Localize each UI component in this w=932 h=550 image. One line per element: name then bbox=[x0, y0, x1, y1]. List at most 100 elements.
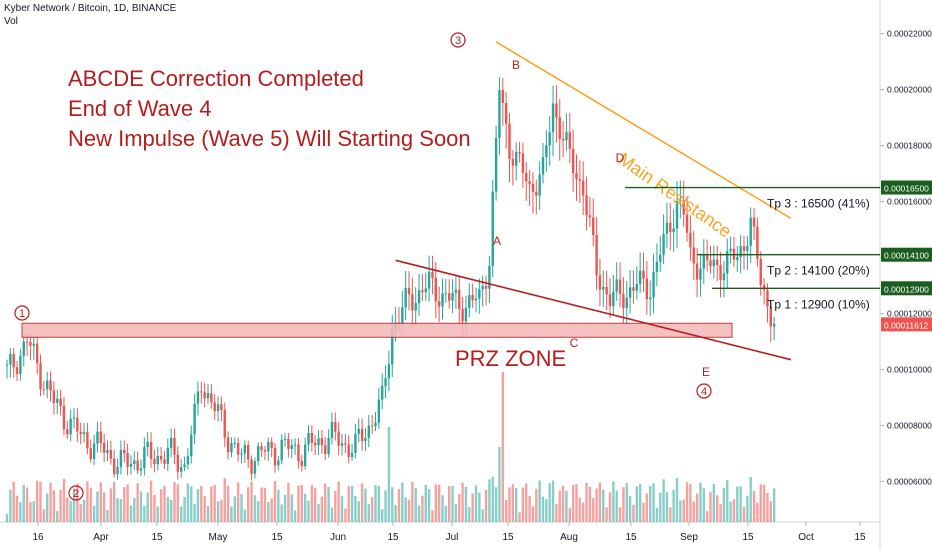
candle-body bbox=[645, 278, 649, 300]
candle-body bbox=[749, 217, 752, 246]
candle-body bbox=[689, 232, 692, 248]
volume-bar bbox=[92, 505, 96, 522]
candle-body bbox=[156, 455, 159, 465]
volume-bar bbox=[253, 495, 257, 522]
candle-body bbox=[417, 290, 421, 304]
volume-bar bbox=[756, 502, 759, 522]
volume-bar bbox=[72, 488, 76, 522]
point-label-B: B bbox=[512, 58, 520, 72]
candle-body bbox=[628, 287, 632, 298]
volume-bar bbox=[749, 477, 752, 522]
candle-body bbox=[303, 444, 307, 467]
volume-bar bbox=[608, 492, 612, 522]
volume-bar bbox=[538, 480, 541, 522]
main-resistance-label: Main Resistance bbox=[615, 149, 735, 242]
candle-body bbox=[712, 259, 716, 267]
volume-bar bbox=[722, 487, 726, 522]
candle-body bbox=[42, 389, 46, 391]
volume-bar bbox=[270, 498, 273, 522]
volume-bar bbox=[444, 505, 448, 522]
candle-body bbox=[243, 445, 247, 454]
volume-bar bbox=[340, 495, 344, 522]
candle-body bbox=[649, 297, 652, 300]
volume-bar bbox=[139, 491, 143, 522]
volume-bar bbox=[29, 502, 32, 522]
chart-symbol-title: Kyber Network / Bitcoin, 1D, BINANCE bbox=[4, 3, 177, 14]
candle-body bbox=[263, 450, 267, 452]
candle-body bbox=[253, 461, 257, 474]
candle-body bbox=[421, 290, 424, 293]
volume-bar bbox=[257, 501, 260, 522]
volume-bar bbox=[250, 481, 253, 522]
candle-body bbox=[149, 441, 153, 459]
volume-bar bbox=[464, 486, 468, 522]
candle-body bbox=[133, 460, 136, 464]
candle-body bbox=[354, 433, 357, 453]
support-line bbox=[395, 259, 792, 361]
volume-bar bbox=[401, 482, 404, 522]
volume-bar bbox=[317, 504, 320, 522]
volume-bar bbox=[772, 488, 776, 522]
volume-bar bbox=[662, 479, 665, 522]
candle-body bbox=[461, 308, 464, 322]
x-tick-label: Apr bbox=[93, 532, 109, 543]
volume-bar bbox=[59, 489, 62, 522]
candle-body bbox=[702, 254, 705, 269]
x-tick-label: 15 bbox=[387, 532, 399, 543]
candle-body bbox=[173, 437, 176, 455]
volume-bar bbox=[307, 500, 310, 522]
volume-bar bbox=[555, 503, 558, 522]
prz-zone bbox=[21, 322, 733, 338]
candle-body bbox=[102, 442, 106, 453]
candle-body bbox=[384, 378, 387, 386]
volume-bar bbox=[719, 503, 722, 522]
resistance-line bbox=[495, 41, 792, 220]
volume-bar bbox=[320, 496, 324, 522]
candle-body bbox=[655, 261, 659, 272]
x-tick-label: 15 bbox=[625, 532, 637, 543]
volume-bar bbox=[588, 487, 592, 522]
volume-bar bbox=[695, 493, 699, 522]
candle-body bbox=[672, 228, 675, 233]
volume-bar bbox=[535, 488, 538, 522]
volume-bar bbox=[334, 490, 337, 522]
candle-body bbox=[404, 288, 407, 308]
candle-body bbox=[685, 214, 689, 233]
candle-body bbox=[638, 270, 642, 285]
candle-body bbox=[287, 439, 290, 449]
candle-body bbox=[427, 272, 431, 289]
price-badge bbox=[881, 247, 932, 262]
candle-body bbox=[618, 279, 622, 294]
candle-body bbox=[163, 459, 166, 464]
volume-bar bbox=[143, 505, 146, 522]
candle-body bbox=[89, 448, 92, 459]
candle-body bbox=[300, 461, 303, 467]
candle-body bbox=[200, 391, 203, 393]
candle-body bbox=[307, 432, 310, 445]
volume-bar bbox=[370, 497, 374, 522]
volume-bar bbox=[504, 500, 508, 522]
candle-body bbox=[109, 450, 113, 459]
candle-body bbox=[25, 341, 29, 343]
candle-body bbox=[598, 275, 602, 290]
candle-body bbox=[186, 456, 190, 465]
candle-body bbox=[726, 251, 729, 274]
candle-body bbox=[367, 425, 370, 438]
candle-body bbox=[762, 284, 766, 291]
candle-body bbox=[106, 450, 109, 453]
candle-body bbox=[92, 443, 96, 459]
volume-bar bbox=[414, 488, 417, 522]
volume-bar bbox=[223, 478, 226, 522]
candle-body bbox=[625, 297, 628, 309]
volume-bar bbox=[350, 485, 354, 522]
candle-body bbox=[448, 293, 451, 301]
candle-body bbox=[669, 222, 672, 233]
volume-bar bbox=[642, 502, 645, 522]
candle-body bbox=[183, 464, 186, 468]
candle-body bbox=[414, 303, 417, 311]
candle-body bbox=[76, 417, 79, 432]
volume-bar bbox=[300, 485, 303, 522]
candle-body bbox=[709, 260, 712, 267]
volume-bar bbox=[82, 499, 86, 522]
candle-body bbox=[746, 245, 749, 251]
